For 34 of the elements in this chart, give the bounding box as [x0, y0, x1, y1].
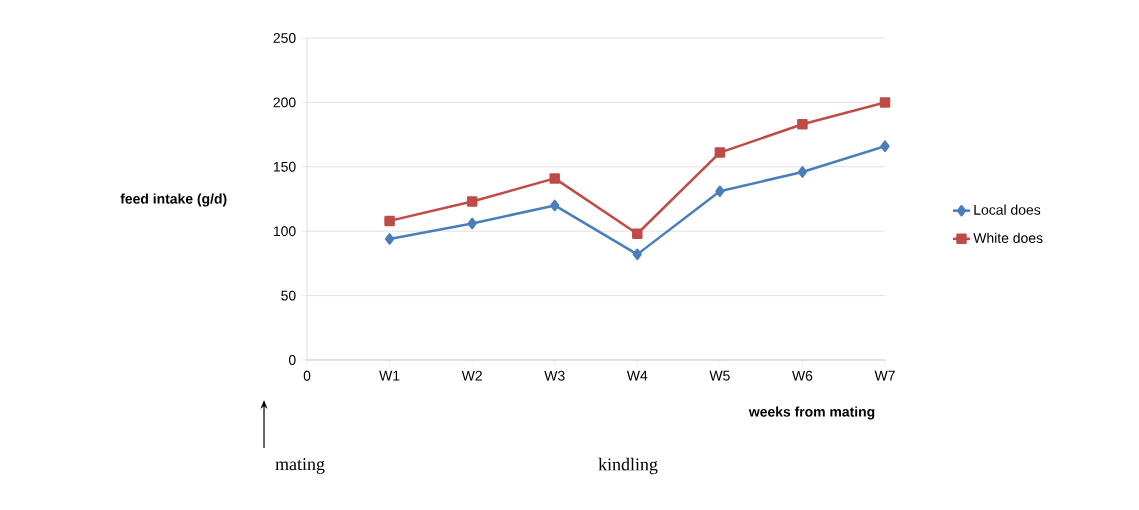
text: kindling — [598, 457, 658, 475]
y-tick-label: 0 — [288, 355, 296, 365]
x-tick-label: W7 — [874, 370, 895, 381]
point — [797, 119, 808, 130]
point — [880, 140, 890, 152]
x-tick-label: W4 — [626, 370, 648, 381]
legend-label: Local does — [974, 204, 1041, 215]
point — [384, 215, 395, 227]
y-tick-label: 200 — [273, 97, 296, 108]
point — [632, 228, 643, 240]
x-tick-label: W3 — [544, 370, 565, 381]
point — [467, 217, 477, 230]
x-tick-label: 0 — [303, 370, 311, 381]
x-tick-label: W2 — [461, 370, 482, 381]
y-axis-title: feed intake (g/d) — [120, 193, 227, 207]
point — [550, 199, 560, 212]
y-tick-label: 250 — [273, 33, 296, 43]
point — [384, 233, 395, 245]
point — [632, 248, 642, 261]
point — [714, 147, 726, 158]
text: mating — [275, 458, 325, 474]
point — [879, 97, 891, 108]
x-tick-label: W6 — [792, 370, 813, 381]
x-axis-title: weeks from mating — [748, 406, 875, 420]
point — [466, 196, 478, 207]
point — [797, 166, 808, 178]
point — [549, 173, 560, 184]
x-tick-label: W1 — [379, 370, 400, 381]
y-tick-label: 150 — [273, 161, 296, 172]
x-tick-label: W5 — [709, 370, 730, 381]
point — [715, 185, 725, 198]
legend-label: White does — [973, 232, 1043, 243]
y-tick-label: 50 — [281, 290, 296, 301]
y-tick-label: 100 — [273, 226, 296, 237]
